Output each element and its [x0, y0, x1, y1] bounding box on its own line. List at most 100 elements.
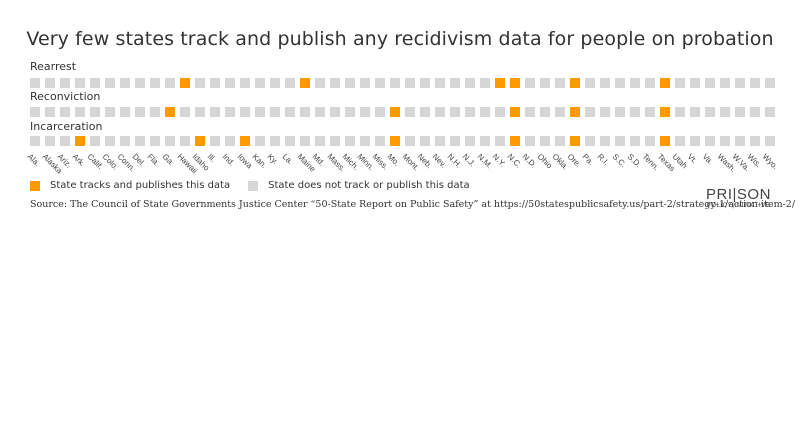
- state-cell: [480, 78, 490, 88]
- row-label-incarceration: Incarceration: [30, 120, 103, 133]
- state-cell: [150, 107, 160, 117]
- state-cell: [570, 78, 580, 88]
- state-cell: [750, 107, 760, 117]
- state-cell: [585, 136, 595, 146]
- state-label: Calif.: [85, 152, 105, 172]
- state-cell: [435, 107, 445, 117]
- state-cell: [105, 107, 115, 117]
- state-cell: [165, 78, 175, 88]
- logo-subtitle: POLICY|INITIATIVE: [706, 203, 771, 209]
- state-cell: [45, 136, 55, 146]
- state-cell: [450, 136, 460, 146]
- state-cell: [210, 78, 220, 88]
- state-cell: [705, 78, 715, 88]
- state-cell: [720, 136, 730, 146]
- state-cell: [195, 78, 205, 88]
- legend-item-tracks: State tracks and publishes this data: [30, 180, 230, 191]
- state-cell: [390, 107, 400, 117]
- state-cell: [240, 136, 250, 146]
- state-cell: [90, 78, 100, 88]
- state-cell: [165, 136, 175, 146]
- state-cell: [480, 107, 490, 117]
- state-cell: [375, 136, 385, 146]
- state-label: Ga.: [160, 152, 177, 168]
- state-cell: [630, 136, 640, 146]
- state-cell: [180, 107, 190, 117]
- state-cell: [630, 107, 640, 117]
- state-label: N.J.: [460, 152, 478, 169]
- state-cell: [705, 136, 715, 146]
- state-cell: [315, 136, 325, 146]
- state-cell: [75, 107, 85, 117]
- state-cell: [615, 78, 625, 88]
- state-cell: [375, 78, 385, 88]
- state-cell: [135, 136, 145, 146]
- state-cell: [30, 136, 40, 146]
- state-cell: [30, 107, 40, 117]
- state-cell: [525, 107, 535, 117]
- state-cell: [540, 78, 550, 88]
- state-cell: [570, 107, 580, 117]
- state-cell: [510, 136, 520, 146]
- state-cell: [690, 78, 700, 88]
- legend-swatch-gray: [248, 180, 259, 191]
- state-cell: [675, 78, 685, 88]
- state-cell: [555, 136, 565, 146]
- state-cell: [510, 78, 520, 88]
- state-cell: [450, 78, 460, 88]
- state-cell: [450, 107, 460, 117]
- state-cell: [120, 136, 130, 146]
- state-cell: [495, 136, 505, 146]
- state-cell: [705, 107, 715, 117]
- state-cell: [195, 107, 205, 117]
- state-cell: [390, 78, 400, 88]
- state-cell: [465, 78, 475, 88]
- state-cell: [585, 78, 595, 88]
- state-cell: [105, 78, 115, 88]
- state-cell: [765, 136, 775, 146]
- state-label: Pa.: [580, 152, 596, 167]
- state-cell: [600, 136, 610, 146]
- state-cell: [495, 107, 505, 117]
- state-cell: [300, 136, 310, 146]
- state-cell: [60, 78, 70, 88]
- state-cell: [315, 107, 325, 117]
- state-cell: [630, 78, 640, 88]
- state-cell: [120, 107, 130, 117]
- state-label: N.H.: [445, 152, 464, 170]
- state-cell: [120, 78, 130, 88]
- state-cell: [30, 78, 40, 88]
- state-label: La.: [280, 152, 295, 167]
- state-cell: [420, 78, 430, 88]
- state-label: Fla.: [145, 152, 162, 168]
- state-cell: [765, 78, 775, 88]
- state-cell: [645, 78, 655, 88]
- state-cell: [435, 78, 445, 88]
- state-cell: [255, 136, 265, 146]
- state-cell: [390, 136, 400, 146]
- state-cell: [525, 136, 535, 146]
- state-cell: [480, 136, 490, 146]
- state-cell: [195, 136, 205, 146]
- state-label: N.D.: [520, 152, 539, 170]
- state-cell: [540, 107, 550, 117]
- state-cell: [75, 136, 85, 146]
- state-cell: [360, 136, 370, 146]
- state-cell: [570, 136, 580, 146]
- state-cell: [330, 107, 340, 117]
- prison-policy-initiative-logo: PRI|SON POLICY|INITIATIVE: [706, 186, 771, 209]
- state-cell: [300, 107, 310, 117]
- state-cell: [720, 78, 730, 88]
- state-cell: [45, 78, 55, 88]
- state-cell: [555, 107, 565, 117]
- legend-label-not-tracks: State does not track or publish this dat…: [268, 180, 470, 191]
- state-cell: [135, 107, 145, 117]
- state-cell: [345, 78, 355, 88]
- state-label: Ala.: [25, 152, 42, 169]
- state-cell: [165, 107, 175, 117]
- state-cell: [45, 107, 55, 117]
- state-cell: [210, 136, 220, 146]
- state-cell: [615, 107, 625, 117]
- state-cell: [735, 136, 745, 146]
- state-cell: [135, 78, 145, 88]
